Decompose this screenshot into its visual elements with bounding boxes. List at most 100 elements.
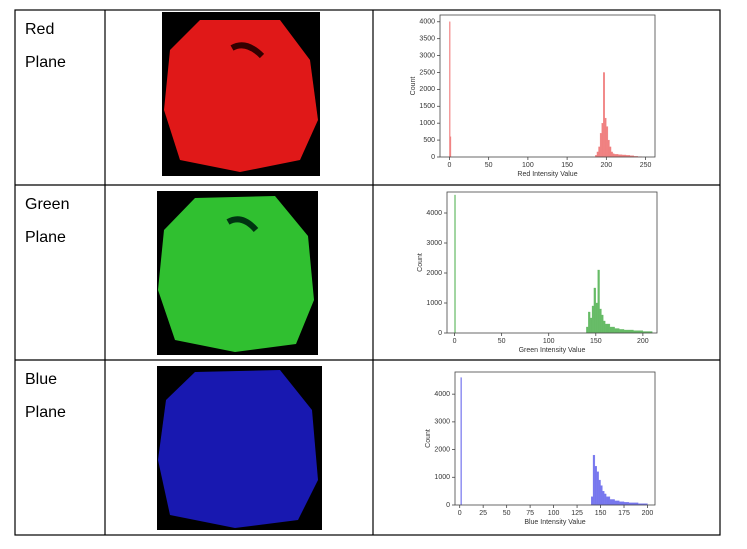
bar: [591, 496, 594, 506]
bar: [599, 133, 602, 158]
axes-frame: [454, 371, 656, 506]
y-tick-label: 1000: [434, 474, 450, 481]
y-tick-label: 3000: [426, 240, 442, 247]
x-tick-label: 25: [479, 510, 487, 517]
blue-plane-image: [157, 366, 322, 530]
y-tick-label: 4000: [419, 19, 435, 26]
bar: [588, 311, 591, 334]
table-border: [14, 9, 721, 536]
bar: [598, 479, 601, 506]
x-tick-label: 100: [522, 162, 534, 169]
bar: [606, 496, 611, 506]
bar: [609, 326, 615, 334]
bar: [604, 493, 607, 506]
green-plane-image: [157, 191, 318, 355]
row-label: Green: [25, 196, 69, 213]
red-plane-image: [162, 12, 320, 176]
y-tick-label: 2000: [426, 270, 442, 277]
x-tick-label: 200: [601, 162, 613, 169]
y-tick-label: 3000: [419, 52, 435, 59]
y-tick-label: 500: [423, 137, 435, 144]
x-tick-label: 200: [637, 338, 649, 345]
x-tick-label: 50: [503, 510, 511, 517]
table-grid: [14, 9, 721, 536]
bar: [604, 117, 607, 158]
x-tick-label: 100: [548, 510, 560, 517]
bar: [619, 501, 625, 506]
bar: [598, 146, 601, 158]
y-tick-label: 0: [446, 502, 450, 509]
x-axis-label: Green Intensity Value: [519, 347, 586, 354]
x-tick-label: 150: [590, 338, 602, 345]
y-tick-label: 1000: [419, 120, 435, 127]
x-tick-label: 250: [640, 162, 652, 169]
bar: [454, 194, 456, 334]
bar: [596, 471, 599, 506]
y-tick-label: 3000: [434, 419, 450, 426]
y-tick-label: 0: [438, 330, 442, 337]
bar: [595, 302, 598, 334]
x-tick-label: 0: [447, 162, 451, 169]
bar: [610, 151, 613, 158]
row-label: Red: [25, 21, 54, 38]
bar: [597, 269, 600, 334]
row-label: Plane: [25, 54, 66, 71]
bar: [600, 485, 603, 506]
bar: [614, 328, 620, 334]
bar: [606, 126, 609, 158]
bar: [450, 136, 452, 158]
x-tick-label: 175: [618, 510, 630, 517]
row-label: Plane: [25, 404, 66, 421]
bar: [594, 466, 597, 506]
x-tick-label: 100: [543, 338, 555, 345]
axes-frame: [446, 191, 658, 334]
x-tick-label: 0: [453, 338, 457, 345]
y-axis-label: Count: [425, 429, 432, 448]
x-tick-label: 50: [485, 162, 493, 169]
bar: [603, 320, 606, 334]
bar: [591, 305, 595, 334]
bar: [614, 500, 620, 506]
y-axis-label: Count: [410, 77, 417, 96]
bar: [592, 454, 596, 506]
axes-frame: [439, 14, 656, 158]
x-tick-label: 0: [458, 510, 462, 517]
bar: [614, 154, 619, 158]
bar: [601, 123, 604, 158]
bar: [605, 323, 611, 334]
y-tick-label: 1000: [426, 300, 442, 307]
y-tick-label: 4000: [434, 391, 450, 398]
x-tick-label: 150: [595, 510, 607, 517]
x-tick-label: 200: [642, 510, 654, 517]
y-axis-label: Count: [417, 253, 424, 272]
x-tick-label: 50: [498, 338, 506, 345]
y-tick-label: 2000: [419, 86, 435, 93]
row-label: Blue: [25, 371, 57, 388]
bar: [601, 314, 604, 334]
x-tick-label: 150: [561, 162, 573, 169]
bar: [623, 329, 634, 334]
bar: [623, 502, 629, 506]
bar: [589, 317, 593, 334]
row-label: Plane: [25, 229, 66, 246]
bar: [607, 139, 610, 158]
bar: [460, 377, 462, 506]
bar: [619, 329, 625, 334]
y-tick-label: 1500: [419, 103, 435, 110]
bar: [603, 72, 605, 158]
y-tick-label: 4000: [426, 210, 442, 217]
y-tick-label: 2000: [434, 446, 450, 453]
x-tick-label: 75: [526, 510, 534, 517]
bar: [596, 151, 599, 158]
bar: [593, 287, 596, 334]
bar: [599, 308, 602, 334]
bar: [612, 153, 615, 158]
y-tick-label: 2500: [419, 69, 435, 76]
x-axis-label: Red Intensity Value: [517, 171, 577, 178]
y-tick-label: 0: [431, 154, 435, 161]
bar: [586, 326, 589, 334]
x-tick-label: 125: [571, 510, 583, 517]
bar: [602, 490, 605, 506]
y-tick-label: 3500: [419, 36, 435, 43]
